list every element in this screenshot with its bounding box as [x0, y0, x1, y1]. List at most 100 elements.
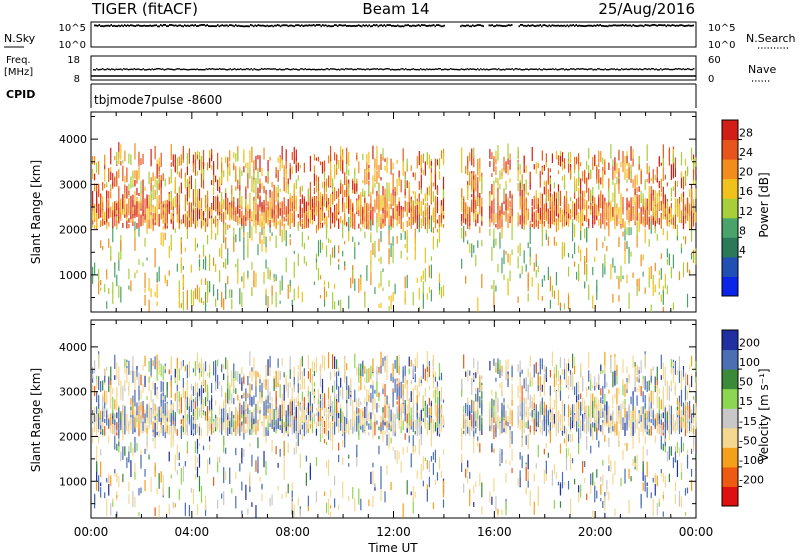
echo-cell [511, 216, 512, 227]
echo-cell [618, 220, 619, 224]
echo-cell [132, 491, 133, 507]
freq-sample [248, 68, 250, 69]
nsky-sample [178, 25, 180, 27]
echo-cell [526, 210, 527, 225]
echo-cell [257, 155, 258, 159]
echo-cell [159, 214, 160, 227]
echo-cell [142, 384, 143, 393]
freq-sample [128, 69, 130, 70]
echo-cell [138, 419, 139, 429]
freq-sample [650, 69, 652, 70]
echo-cell [362, 180, 363, 183]
echo-cell [130, 196, 131, 212]
nsky-sample [660, 24, 662, 26]
echo-cell [132, 214, 133, 218]
echo-cell [294, 448, 295, 455]
echo-cell [207, 401, 208, 404]
nsky-sample [381, 24, 383, 26]
echo-cell [318, 412, 319, 417]
echo-cell [225, 258, 226, 268]
echo-cell [304, 423, 305, 432]
freq-sample [369, 69, 371, 70]
echo-cell [544, 275, 545, 281]
echo-cell [467, 185, 468, 200]
echo-cell [346, 148, 347, 164]
echo-cell [332, 194, 333, 204]
echo-cell [269, 190, 270, 198]
echo-cell [150, 206, 151, 212]
echo-cell [108, 377, 109, 385]
echo-cell [435, 217, 436, 229]
echo-cell [643, 272, 644, 277]
echo-cell [570, 197, 571, 201]
echo-cell [249, 371, 250, 378]
echo-cell [558, 161, 559, 165]
echo-cell [223, 262, 224, 268]
echo-cell [157, 209, 158, 225]
freq-sample [666, 68, 668, 69]
nsky-sample [384, 24, 386, 26]
echo-cell [558, 290, 559, 305]
freq-sample [441, 69, 443, 70]
echo-cell [294, 214, 295, 221]
freq-sample [641, 69, 643, 70]
echo-cell [540, 193, 541, 206]
nsky-sample [360, 25, 362, 27]
freq-sample [402, 68, 404, 69]
nsky-sample [405, 24, 407, 26]
echo-cell [247, 232, 248, 247]
nsky-sample [205, 25, 207, 27]
echo-cell [177, 397, 178, 412]
echo-cell [276, 292, 277, 307]
nsky-sample [375, 25, 377, 27]
nsky-sample [168, 25, 170, 27]
freq-sample [228, 69, 230, 70]
echo-cell [239, 191, 240, 206]
freq-sample [690, 69, 692, 70]
echo-cell [171, 418, 172, 426]
freq-sample [182, 69, 184, 70]
echo-cell [102, 246, 103, 250]
echo-cell [356, 200, 357, 212]
freq-sample [597, 68, 599, 69]
echo-cell [261, 493, 262, 501]
nsky-sample [424, 24, 426, 26]
nsky-sample [220, 25, 222, 27]
echo-cell [576, 157, 577, 162]
nsky-sample [655, 24, 657, 26]
echo-cell [140, 488, 141, 494]
echo-cell [374, 183, 375, 188]
echo-cell [259, 410, 260, 413]
echo-cell [669, 209, 670, 214]
echo-cell [388, 296, 389, 300]
echo-cell [124, 406, 125, 418]
echo-cell [683, 216, 684, 229]
echo-cell [155, 146, 156, 159]
echo-cell [328, 499, 329, 515]
freq-sample [108, 68, 110, 69]
echo-cell [229, 383, 230, 390]
echo-cell [217, 220, 218, 235]
echo-cell [290, 369, 291, 378]
echo-cell [622, 219, 623, 226]
freq-sample [266, 68, 268, 69]
echo-cell [320, 209, 321, 223]
echo-cell [316, 422, 317, 429]
echo-cell [187, 166, 188, 175]
power-ylabel: Slant Range [km] [29, 160, 43, 264]
nsky-sample [336, 24, 338, 26]
echo-cell [695, 188, 696, 198]
echo-cell [360, 277, 361, 290]
freq-sample [578, 68, 580, 69]
freq-sample [476, 69, 478, 70]
echo-cell [645, 198, 646, 208]
echo-cell [165, 233, 166, 240]
freq-sample [447, 69, 449, 70]
echo-cell [441, 150, 442, 158]
echo-cell [364, 169, 365, 185]
echo-cell [578, 188, 579, 194]
echo-cell [146, 396, 147, 400]
echo-cell [614, 266, 615, 273]
echo-cell [338, 443, 339, 451]
nsky-sample [643, 25, 645, 27]
